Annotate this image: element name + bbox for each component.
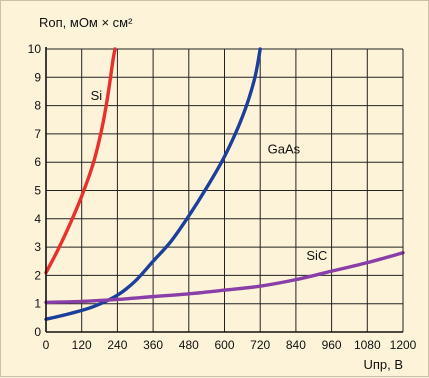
x-tick-label: 120 xyxy=(72,338,92,352)
x-tick-label: 240 xyxy=(107,338,127,352)
series-label: GaAs xyxy=(268,142,301,157)
y-tick-label: 9 xyxy=(34,70,41,84)
y-tick-label: 10 xyxy=(28,42,42,56)
x-tick-label: 1080 xyxy=(354,338,381,352)
series-label: SiC xyxy=(306,248,327,263)
y-tick-label: 2 xyxy=(34,268,41,282)
y-tick-label: 4 xyxy=(34,212,41,226)
y-tick-label: 5 xyxy=(34,184,41,198)
x-tick-label: 360 xyxy=(143,338,163,352)
tick-labels: 0 120 240 360 480 600 720 840 960 1080 1200 0 1 2 3 4 5 6… xyxy=(28,42,417,352)
y-tick-label: 8 xyxy=(34,99,41,113)
series-line-gaas xyxy=(44,47,262,321)
x-tick-label: 960 xyxy=(322,338,342,352)
y-tick-label: 0 xyxy=(34,325,41,339)
axes xyxy=(45,47,404,333)
series-label: Si xyxy=(91,88,103,103)
x-tick-label: 600 xyxy=(214,338,234,352)
series-line-sic xyxy=(44,251,405,304)
series-line-si xyxy=(44,47,117,275)
x-axis-label: Uпр, В xyxy=(363,357,403,372)
x-tick-label: 1200 xyxy=(390,338,417,352)
y-tick-label: 1 xyxy=(34,297,41,311)
y-axis-label: Rоп, мОм × см² xyxy=(39,15,133,30)
grid xyxy=(46,48,404,332)
series-lines xyxy=(44,47,405,321)
x-tick-label: 480 xyxy=(179,338,199,352)
y-tick-label: 3 xyxy=(34,240,41,254)
y-tick-label: 6 xyxy=(34,155,41,169)
x-tick-label: 0 xyxy=(43,338,50,352)
x-tick-label: 720 xyxy=(250,338,270,352)
x-tick-label: 840 xyxy=(286,338,306,352)
series-labels: Si GaAs SiC xyxy=(91,88,328,263)
y-tick-label: 7 xyxy=(34,127,41,141)
